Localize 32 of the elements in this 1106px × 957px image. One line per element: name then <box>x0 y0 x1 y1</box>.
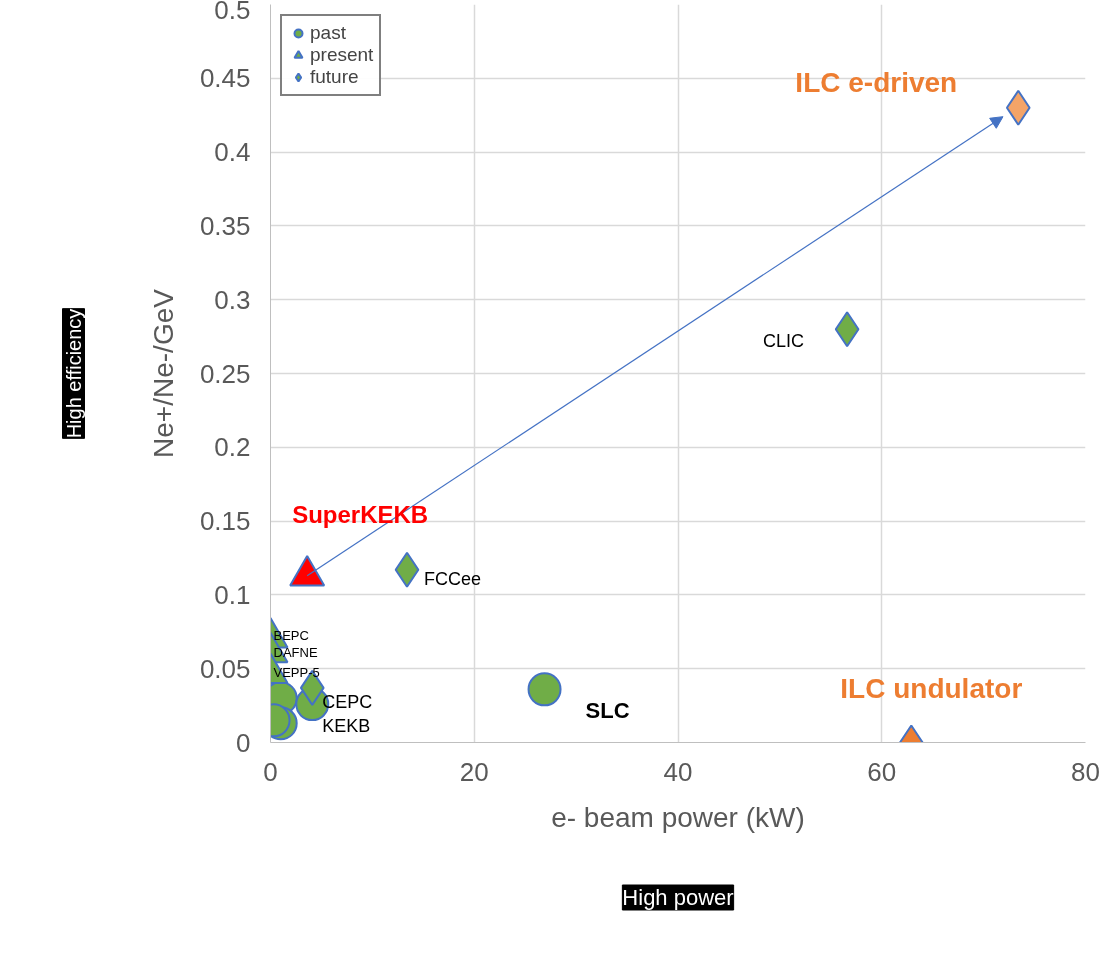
annotation: SLC <box>585 697 630 723</box>
legend-label: present <box>310 44 374 66</box>
y-tick-label: 0.05 <box>199 653 251 684</box>
point <box>1005 89 1031 126</box>
x-tick-label: 80 <box>1071 756 1100 787</box>
x-tick-label: 0 <box>263 756 278 787</box>
y-tick-label: 0.2 <box>214 432 251 463</box>
x-tick-label: 60 <box>867 756 897 787</box>
point <box>394 551 420 588</box>
text: High power <box>622 885 734 910</box>
y-tick-label: 0.4 <box>214 137 251 168</box>
y-tick-label: 0 <box>236 727 251 758</box>
point <box>834 311 860 348</box>
y-tick-label: 0.45 <box>199 63 251 94</box>
y-axis-title: Ne+/Ne-/GeV <box>147 288 179 458</box>
y-tick-label: 0.15 <box>199 506 251 537</box>
legend-label: past <box>310 22 346 44</box>
annotation: ILC undulator <box>840 673 1023 704</box>
annotation: FCCee <box>424 568 482 589</box>
y-tick-label: 0.35 <box>199 210 251 241</box>
x-axis-title: e- beam power (kW) <box>551 801 805 833</box>
y-tick-label: 0.3 <box>214 284 251 315</box>
y-tick-label: 0.1 <box>214 579 251 610</box>
annotation: CLIC <box>763 331 805 352</box>
y-tick-label: 0.25 <box>199 358 251 389</box>
y-tick-label: 0.5 <box>214 0 251 25</box>
annotation: KEKB <box>322 716 371 737</box>
x-tick-label: 40 <box>663 756 693 787</box>
annotation: ILC e-driven <box>795 67 958 99</box>
text: High efficiency <box>62 308 85 439</box>
x-tick-label: 20 <box>459 756 489 787</box>
legend-label: future <box>310 66 359 88</box>
